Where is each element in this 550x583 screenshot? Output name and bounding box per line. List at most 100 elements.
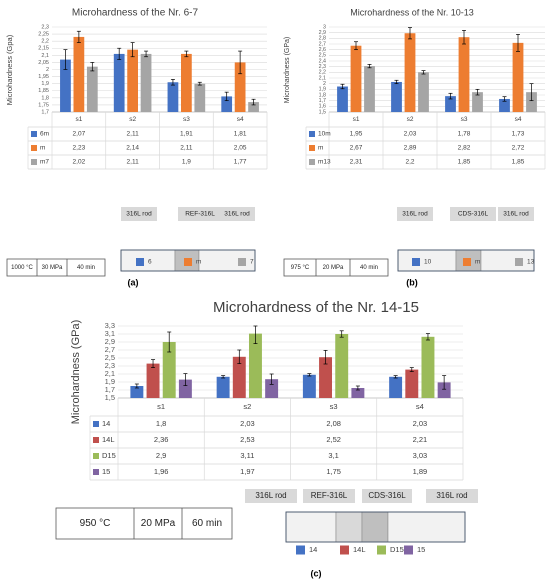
data-value-label: 2,67 (350, 145, 363, 152)
y-tick-label: 2,7 (105, 345, 115, 354)
table-series-name: 10m (318, 131, 331, 138)
bar-m-s3 (181, 53, 192, 112)
bar-D15-s2 (248, 333, 262, 398)
data-value-label: 1,89 (413, 467, 428, 476)
legend-label: m (196, 259, 201, 266)
bar-m-s3 (458, 37, 470, 113)
y-tick-label: 2,4 (319, 58, 326, 64)
legend-label: 7 (250, 259, 254, 266)
condition-value: 30 MPa (42, 265, 63, 271)
schematic-outline (397, 249, 535, 272)
x-category-label: s1 (75, 116, 82, 123)
data-value-label: 2,14 (126, 145, 139, 152)
y-tick-label: 3,3 (105, 321, 115, 330)
schematic-label: CDS-316L (368, 491, 406, 500)
chart-title: Microhardness of the Nr. 14-15 (213, 299, 419, 316)
y-tick-label: 2,3 (41, 24, 49, 30)
table-series-name: 6m (40, 131, 49, 138)
data-value-label: 1,97 (240, 467, 255, 476)
schematic-label-box (498, 207, 534, 221)
x-category-label: s4 (416, 402, 424, 411)
y-tick-label: 2,1 (319, 75, 326, 81)
schematic-outline (285, 511, 466, 543)
bar-m7-s3 (194, 83, 206, 112)
bar-6m-s1 (60, 59, 71, 112)
data-value-label: 2,52 (326, 435, 341, 444)
y-tick-label: 2,2 (319, 70, 326, 76)
y-tick-label: 2,5 (319, 53, 326, 59)
table-series-swatch (309, 145, 315, 151)
legend-label: 14L (353, 545, 366, 554)
legend-swatch-m (463, 258, 471, 266)
table-series-swatch (309, 131, 315, 137)
condition-value: 40 min (360, 265, 378, 271)
schematic-outline (120, 249, 256, 272)
bar-6m-s2 (113, 53, 125, 112)
bar-m-s4 (234, 62, 246, 112)
table-series-swatch (31, 131, 37, 137)
schematic-label-box (178, 207, 222, 221)
data-value-label: 1,75 (326, 467, 341, 476)
bar-14L-s3 (319, 357, 333, 398)
schematic-segment (335, 511, 363, 543)
data-value-label: 2,03 (240, 419, 255, 428)
bar-m13-s1 (364, 66, 375, 112)
schematic-segment (387, 511, 466, 543)
schematic-label: 316L rod (126, 211, 152, 218)
legend-label: 13 (527, 259, 535, 266)
bar-15-s4 (437, 382, 451, 398)
bar-6m-s3 (167, 82, 179, 112)
legend-swatch-14 (296, 545, 305, 555)
bar-10m-s1 (337, 86, 348, 112)
schematic-label-box (426, 489, 478, 503)
legend-swatch-10 (412, 258, 420, 266)
y-tick-label: 2,25 (38, 32, 49, 38)
table-series-swatch (31, 145, 37, 151)
table-series-swatch (93, 421, 99, 427)
table-series-swatch (93, 453, 99, 459)
data-value-label: 2,89 (404, 145, 417, 152)
y-tick-label: 1,5 (105, 393, 115, 402)
data-value-label: 2,53 (240, 435, 255, 444)
table-series-swatch (31, 159, 37, 165)
x-category-label: s2 (243, 402, 251, 411)
schematic-segment (361, 511, 389, 543)
chart-panel-2: Microhardness of the Nr. 10-13 Microhardn… (283, 7, 546, 287)
y-axis-label: Microhardness (GPa) (70, 320, 82, 425)
bar-m13-s3 (472, 92, 483, 112)
chart-panel-1: Microhardness of the Nr. 6-7 Microhardnes… (5, 8, 268, 287)
bar-6m-s4 (221, 96, 233, 112)
y-tick-label: 2,9 (105, 337, 115, 346)
data-value-label: 1,91 (180, 131, 193, 138)
data-value-label: 2,11 (127, 131, 140, 138)
y-tick-label: 1,9 (105, 377, 115, 386)
data-value-label: 1,81 (234, 131, 247, 138)
bar-10m-s4 (499, 98, 510, 112)
data-value-label: 2,11 (180, 145, 193, 152)
y-tick-label: 1,85 (38, 88, 49, 94)
y-tick-label: 2,8 (319, 36, 326, 42)
y-tick-label: 2,6 (319, 47, 326, 53)
data-value-label: 2,82 (458, 145, 471, 152)
data-value-label: 2,72 (512, 145, 525, 152)
schematic-label-box (121, 207, 157, 221)
y-tick-label: 1,5 (319, 109, 326, 115)
schematic-label: REF-316L (311, 491, 348, 500)
y-tick-label: 1,7 (319, 98, 326, 104)
data-value-label: 2,11 (127, 159, 140, 166)
y-tick-label: 1,75 (38, 102, 49, 108)
legend-swatch-15 (404, 545, 413, 555)
legend-label: 15 (417, 545, 425, 554)
y-tick-label: 1,8 (319, 92, 326, 98)
schematic-label: CDS-316L (458, 211, 489, 218)
table-series-name: m (40, 145, 45, 152)
table-series-name: m13 (318, 159, 331, 166)
data-value-label: 2,03 (413, 419, 428, 428)
bar-14-s3 (302, 374, 316, 398)
bar-14-s1 (130, 386, 144, 398)
data-value-label: 1,85 (512, 159, 525, 166)
bar-15-s2 (265, 379, 279, 398)
y-tick-label: 2 (46, 67, 49, 73)
table-series-name: 14 (102, 419, 110, 428)
y-tick-label: 1,9 (319, 87, 326, 93)
